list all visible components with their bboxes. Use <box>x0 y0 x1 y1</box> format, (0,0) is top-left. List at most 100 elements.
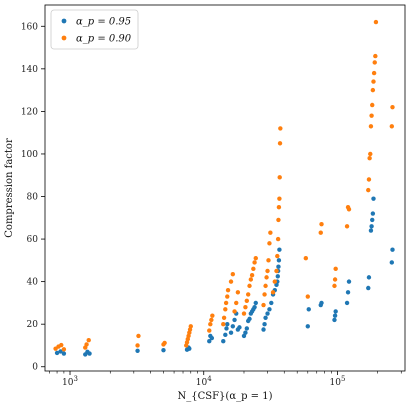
point-alpha-090 <box>248 277 254 282</box>
point-alpha-095 <box>243 330 248 335</box>
point-alpha-090 <box>244 298 250 303</box>
point-alpha-095 <box>371 196 376 201</box>
point-alpha-090 <box>136 333 141 339</box>
point-alpha-090 <box>278 126 283 131</box>
point-alpha-090 <box>264 275 269 280</box>
point-alpha-090 <box>277 141 283 146</box>
point-alpha-090 <box>210 313 215 318</box>
point-alpha-095 <box>187 346 192 351</box>
point-alpha-095 <box>275 274 280 279</box>
point-alpha-090 <box>371 70 377 76</box>
y-tick-label: 20 <box>27 320 39 330</box>
point-alpha-090 <box>268 230 273 235</box>
point-alpha-095 <box>370 217 375 223</box>
point-alpha-095 <box>344 300 350 306</box>
x-tick-label: 103 <box>62 375 78 388</box>
point-alpha-095 <box>61 351 67 356</box>
x-tick-label: 104 <box>196 375 212 388</box>
point-alpha-090 <box>61 347 67 352</box>
y-tick-label: 0 <box>32 363 38 373</box>
point-alpha-095 <box>305 324 310 329</box>
point-alpha-095 <box>237 325 242 330</box>
point-alpha-095 <box>369 224 374 229</box>
point-alpha-095 <box>230 324 236 329</box>
point-alpha-090 <box>251 266 256 272</box>
point-alpha-090 <box>373 19 379 25</box>
point-alpha-090 <box>221 321 226 327</box>
y-tick-label: 140 <box>21 65 38 75</box>
point-alpha-090 <box>249 273 255 278</box>
point-alpha-090 <box>59 342 64 348</box>
point-alpha-090 <box>367 156 372 161</box>
point-alpha-095 <box>332 317 337 323</box>
point-alpha-090 <box>332 277 338 282</box>
point-alpha-090 <box>366 177 372 182</box>
point-alpha-090 <box>370 102 375 108</box>
legend-marker <box>61 35 67 41</box>
point-alpha-090 <box>272 279 277 284</box>
point-alpha-090 <box>368 151 373 157</box>
y-tick-label: 120 <box>21 107 38 117</box>
point-alpha-095 <box>366 285 371 291</box>
point-alpha-095 <box>276 264 281 269</box>
point-alpha-090 <box>86 337 91 343</box>
point-alpha-090 <box>162 340 167 346</box>
point-alpha-090 <box>232 309 237 314</box>
y-tick-label: 160 <box>21 22 38 32</box>
point-alpha-095 <box>276 258 282 263</box>
y-tick-label: 60 <box>27 235 39 245</box>
point-alpha-090 <box>275 236 281 242</box>
point-alpha-095 <box>267 307 272 312</box>
point-alpha-090 <box>344 224 350 229</box>
x-axis-ticks: 103 104 105 <box>49 371 402 388</box>
point-alpha-090 <box>366 187 371 193</box>
point-alpha-095 <box>58 349 63 354</box>
point-alpha-090 <box>319 221 324 227</box>
point-alpha-095 <box>252 304 257 310</box>
legend-label: α_p = 0.95 <box>76 17 131 28</box>
point-alpha-090 <box>371 79 376 84</box>
point-alpha-095 <box>261 327 266 332</box>
y-axis-ticks: 0 20 40 60 80 100 120 140 160 <box>21 22 45 373</box>
point-alpha-090 <box>135 343 140 348</box>
point-alpha-090 <box>188 324 193 329</box>
point-alpha-090 <box>346 207 352 212</box>
x-axis-label: N_{CSF}(α_p = 1) <box>178 391 273 402</box>
point-alpha-095 <box>345 290 351 295</box>
point-alpha-095 <box>228 330 234 335</box>
point-alpha-095 <box>247 316 252 322</box>
x-tick-label: 105 <box>329 375 345 388</box>
point-alpha-095 <box>54 350 60 356</box>
point-alpha-090 <box>332 283 337 289</box>
point-alpha-090 <box>209 317 214 323</box>
point-alpha-090 <box>245 292 251 297</box>
point-alpha-090 <box>230 271 236 277</box>
point-alpha-090 <box>223 300 229 306</box>
point-alpha-090 <box>262 292 267 297</box>
y-tick-label: 100 <box>21 150 38 160</box>
point-alpha-090 <box>266 258 271 263</box>
point-alpha-090 <box>303 256 309 261</box>
point-alpha-090 <box>228 279 234 284</box>
point-alpha-095 <box>319 300 324 306</box>
point-alpha-090 <box>225 287 231 293</box>
y-axis-label: Compression factor <box>4 138 15 238</box>
data-points <box>53 19 395 357</box>
point-alpha-090 <box>234 300 239 306</box>
legend-label: α_p = 0.90 <box>76 34 132 45</box>
point-alpha-090 <box>276 217 281 223</box>
point-alpha-090 <box>243 304 248 310</box>
legend: α_p = 0.95 α_p = 0.90 <box>50 9 139 50</box>
point-alpha-095 <box>389 260 395 265</box>
point-alpha-095 <box>265 311 270 316</box>
point-alpha-090 <box>241 311 247 316</box>
point-alpha-090 <box>369 113 374 118</box>
point-alpha-095 <box>209 335 215 341</box>
point-alpha-090 <box>305 294 310 299</box>
point-alpha-090 <box>267 241 272 246</box>
point-alpha-095 <box>366 275 372 280</box>
point-alpha-095 <box>161 347 166 353</box>
point-alpha-095 <box>221 339 226 344</box>
point-alpha-095 <box>207 339 212 344</box>
point-alpha-095 <box>87 351 92 356</box>
